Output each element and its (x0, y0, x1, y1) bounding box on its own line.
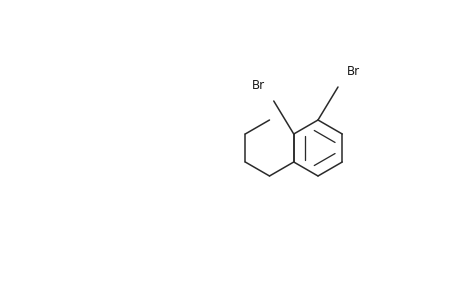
Text: Br: Br (346, 65, 359, 78)
Text: Br: Br (251, 79, 264, 92)
